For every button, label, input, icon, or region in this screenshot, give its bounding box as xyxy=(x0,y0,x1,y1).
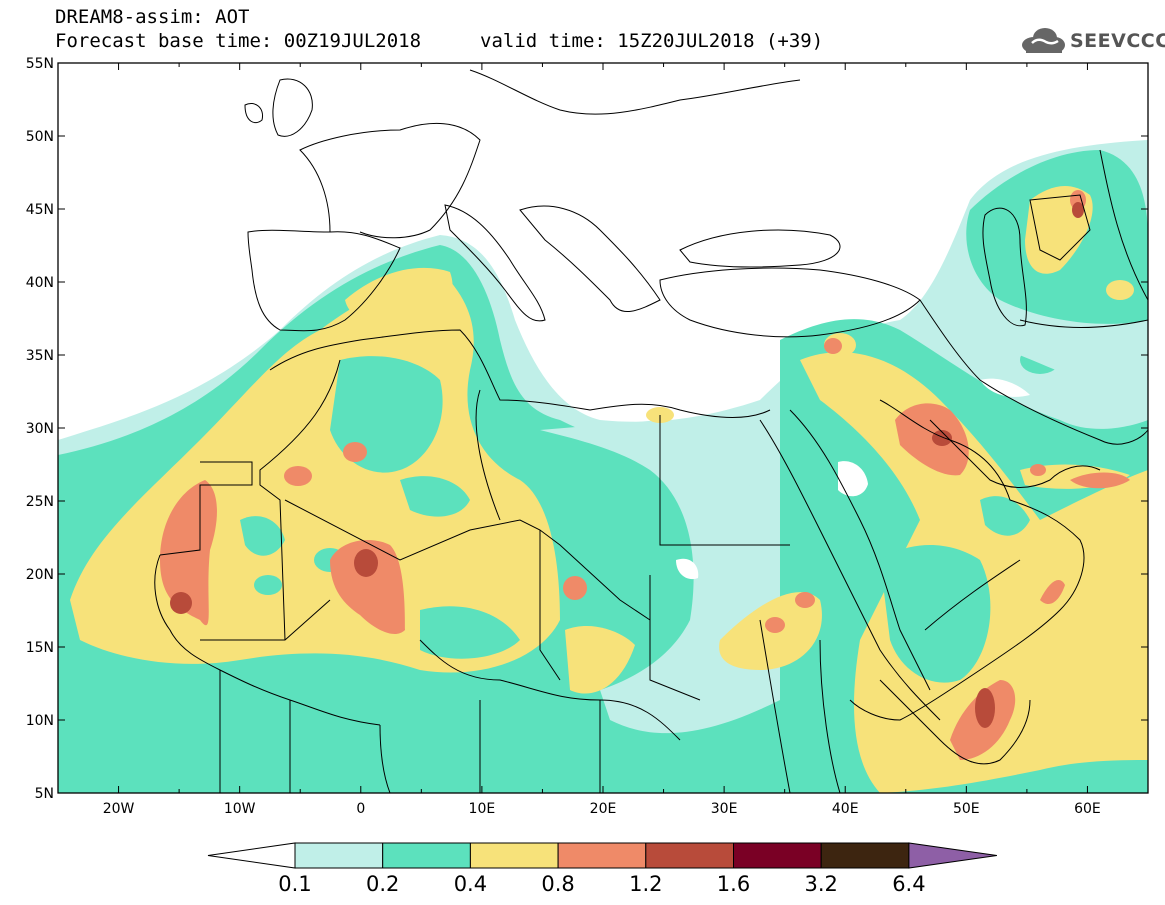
aot-holes-green xyxy=(240,356,1030,683)
lat-label: 5N xyxy=(35,786,54,802)
forecast-base-time: Forecast base time: 00Z19JUL2018 xyxy=(55,30,422,52)
lon-label: 60E xyxy=(1074,801,1101,817)
colorbar-level-label: 0.8 xyxy=(541,872,574,896)
aot-band-1.2 xyxy=(170,202,1084,728)
colorbar-swatch xyxy=(733,842,822,869)
cloud-icon xyxy=(1022,28,1065,53)
colorbar-level-label: 6.4 xyxy=(892,872,925,896)
aot-colorbar xyxy=(207,842,997,869)
lat-label: 35N xyxy=(26,348,54,364)
colorbar-labels: 0.1 0.2 0.4 0.8 1.2 1.6 3.2 6.4 xyxy=(278,872,925,896)
valid-time: valid time: 15Z20JUL2018 (+39) xyxy=(480,30,824,52)
lat-label: 50N xyxy=(26,129,54,145)
lat-label: 20N xyxy=(26,567,54,583)
axis-ticks xyxy=(57,62,1149,794)
lat-label: 45N xyxy=(26,202,54,218)
colorbar-level-label: 1.6 xyxy=(717,872,750,896)
lon-label: 20E xyxy=(590,801,617,817)
lat-label: 30N xyxy=(26,421,54,437)
colorbar-high-arrow xyxy=(908,842,997,869)
lon-label: 10W xyxy=(224,801,256,817)
colorbar-level-label: 1.2 xyxy=(629,872,662,896)
lon-label: 30E xyxy=(711,801,738,817)
lat-label: 25N xyxy=(26,494,54,510)
seevccc-logo: SEEVCCC xyxy=(1018,26,1165,56)
lon-label: 40E xyxy=(832,801,859,817)
aot-holes-light xyxy=(540,320,1148,734)
lon-label: 20W xyxy=(103,801,135,817)
logo-text: SEEVCCC xyxy=(1070,30,1165,52)
colorbar-swatch xyxy=(557,842,647,869)
colorbar-level-label: 0.2 xyxy=(366,872,399,896)
latitude-labels: 55N 50N 45N 40N 35N 30N 25N 20N 15N 10N 5N xyxy=(26,56,54,802)
lat-label: 10N xyxy=(26,713,54,729)
lat-label: 55N xyxy=(26,56,54,72)
colorbar-level-label: 0.1 xyxy=(278,872,311,896)
aot-holes-clear xyxy=(676,378,1030,580)
map-title: DREAM8-assim: AOT xyxy=(55,6,250,28)
country-borders xyxy=(154,69,1149,794)
colorbar-swatch xyxy=(382,842,471,869)
colorbar-level-label: 0.4 xyxy=(454,872,487,896)
longitude-labels: 20W 10W 0 10E 20E 30E 40E 50E 60E xyxy=(103,801,1101,817)
lon-label: 0 xyxy=(356,801,365,817)
lat-label: 15N xyxy=(26,640,54,656)
lon-label: 50E xyxy=(953,801,980,817)
colorbar-low-arrow xyxy=(207,842,296,869)
colorbar-level-label: 3.2 xyxy=(804,872,837,896)
colorbar-swatch xyxy=(294,842,384,869)
lat-label: 40N xyxy=(26,275,54,291)
colorbar-swatch xyxy=(645,842,734,869)
colorbar-swatch xyxy=(820,842,910,869)
lon-label: 10E xyxy=(469,801,496,817)
aot-field xyxy=(58,63,1148,793)
colorbar-swatch xyxy=(469,842,559,869)
